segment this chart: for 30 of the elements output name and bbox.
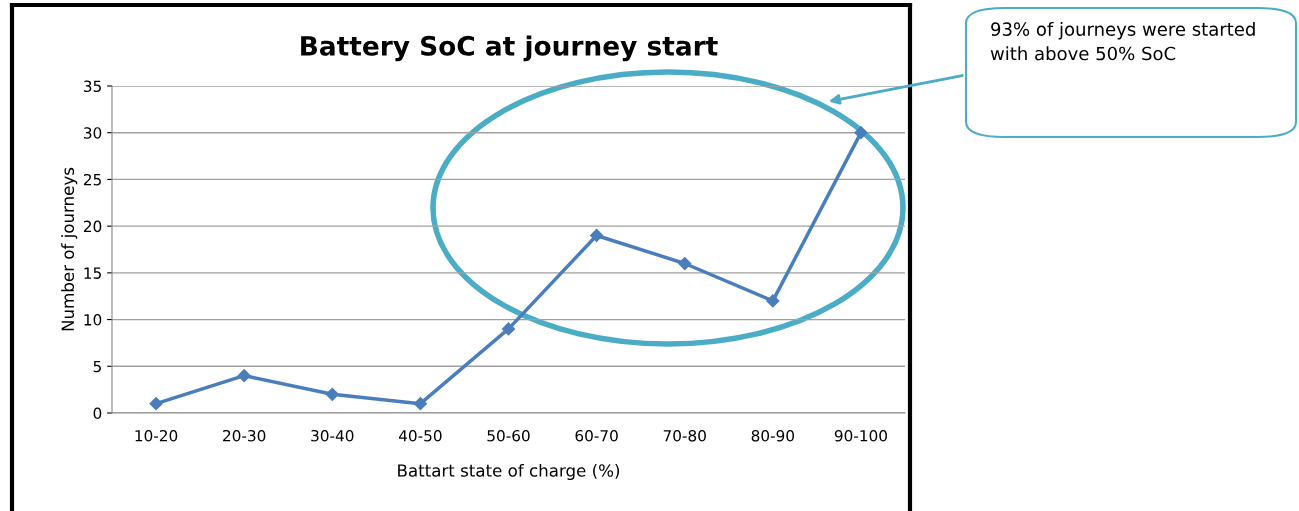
point (501, 322, 516, 336)
point (766, 294, 780, 308)
point (237, 369, 251, 383)
y-tick-label: 5 (93, 360, 101, 373)
point (149, 397, 163, 411)
y-tick-label: 30 (84, 127, 102, 139)
y-tick-label: 35 (84, 80, 101, 93)
point (325, 387, 339, 401)
x-tick-label: 20-30 (223, 429, 266, 442)
y-tick-label: 10 (84, 314, 102, 326)
x-axis-title: Battart state of charge (%) (398, 463, 620, 481)
x-tick-label: 80-90 (751, 429, 795, 442)
text: 93% of journeys were started with above 50% SoC (990, 22, 1255, 61)
x-tick-label: 10-20 (135, 429, 178, 442)
x-tick-label: 30-40 (311, 429, 354, 442)
chart-title: Battery SoC at journey start (301, 35, 718, 62)
x-tick-label: 40-50 (398, 429, 442, 442)
y-tick-label: 15 (84, 267, 101, 279)
y-tick-label: 0 (93, 407, 102, 420)
x-tick-label: 90-100 (834, 429, 887, 442)
x-tick-label: 50-60 (487, 429, 530, 442)
point (854, 126, 868, 140)
y-axis-title: Number of journeys (61, 167, 78, 331)
y-tick-label: 20 (83, 220, 102, 233)
y-tick-label: 25 (83, 173, 101, 186)
x-tick-label: 70-80 (663, 429, 706, 442)
point (413, 397, 427, 411)
point (590, 228, 604, 243)
point (678, 256, 692, 271)
x-tick-label: 60-70 (575, 429, 618, 442)
